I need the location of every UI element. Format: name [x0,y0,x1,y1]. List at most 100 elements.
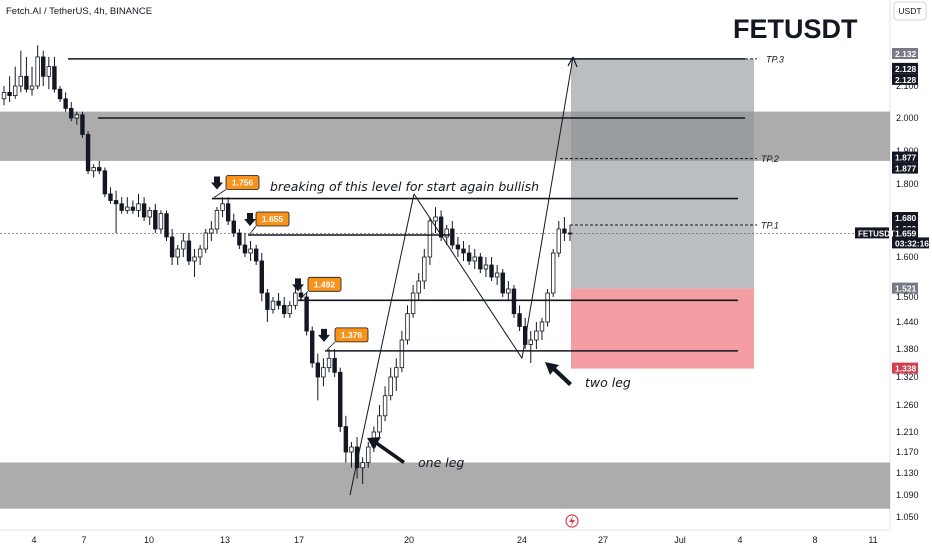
zones-layer [0,58,890,509]
price-axis[interactable]: 2.1002.0001.9001.8001.7001.6001.5001.440… [855,48,929,522]
candle-body [349,446,354,453]
candle-body [24,75,29,90]
leg-arrowhead [567,56,578,68]
candle-body [52,66,57,90]
candle [209,221,214,241]
candle-body [556,228,561,254]
candle-body [444,228,449,238]
candle [343,415,349,463]
candle [153,203,158,233]
price-label-box [892,362,918,374]
candle-body [427,220,433,258]
annotation-two-leg: two leg [585,375,631,390]
candle [41,50,46,86]
candle [433,207,438,233]
candle-body [461,248,466,254]
candle-body [466,252,472,262]
candle [332,349,337,377]
candle [478,253,483,273]
time-axis[interactable]: 4 7 10 13 17 20 24 27 Jul 4 8 11 [31,535,877,545]
candle-body [102,170,108,195]
candle-body [220,203,225,211]
candle [550,249,556,297]
two-leg-pointer-icon [545,362,572,386]
annotation-breaking: breaking of this level for start again b… [270,179,539,194]
candle-body [242,244,248,254]
candle [164,210,169,241]
candle [125,197,130,214]
candle [388,367,393,401]
candle-body [41,56,46,77]
leg-line-up-1 [349,193,415,496]
price-label: 1.659 [895,228,917,238]
drawings-layer: TP.3 TP.2 TP.1 1.756 1.655 1.492 1.376 [68,54,784,496]
candle-body [209,228,214,234]
candle [517,305,522,331]
target-label: TP.2 [761,154,779,164]
candle-body [416,280,421,294]
candle [102,167,108,198]
candle [29,66,35,96]
candles-layer [1,45,573,484]
candle-body [197,248,203,258]
level-tag-label: 1.655 [262,214,284,224]
level-tag-pointer [213,189,227,198]
symbol-tag: FETUSDT [858,229,895,238]
down-arrow-icon [244,213,256,226]
candle-body [354,446,360,469]
candle-body [394,367,399,378]
one-leg-pointer-icon [367,437,405,464]
candle-body [35,56,40,87]
candle [85,131,91,175]
candle [281,297,287,318]
candle-body [80,114,85,135]
candle-body [450,228,455,246]
candle [214,207,220,233]
candle-body [550,252,556,294]
candle [192,249,197,277]
candle-body [18,75,24,87]
resistance-zone [0,111,890,161]
candle [545,289,550,327]
currency-badge[interactable] [893,1,927,21]
candle [562,217,567,241]
price-label: 1.338 [895,364,917,374]
candle [567,225,573,241]
candle-body [270,300,276,310]
candle [259,253,264,302]
candle [416,273,421,302]
price-label-box [892,282,918,294]
candle [539,317,545,340]
candle [69,102,74,122]
time-tick: 4 [737,535,742,545]
candle [169,229,175,265]
level-tag [225,175,260,190]
candle [147,207,152,225]
price-tick: 1.260 [896,400,919,410]
candle-body [63,98,68,109]
leg-line-up-2 [521,56,574,359]
candle-body [562,228,567,234]
candle [427,217,433,265]
candle-body [483,264,489,270]
candle [489,257,494,281]
candle [46,56,52,90]
events-icon[interactable] [565,514,579,528]
candle [349,442,354,468]
candle [181,233,186,257]
price-label-box [892,73,918,85]
candle [113,190,119,233]
price-label-box [892,227,918,239]
price-label: 2.132 [895,49,917,59]
candle-body [175,248,180,258]
candle [534,322,539,349]
candle-body [410,292,416,315]
candle-body [203,232,208,250]
candle-body [506,288,511,294]
candle [119,197,124,214]
candle-body [321,367,326,378]
price-label: 2.128 [895,75,917,85]
down-arrow-icon [318,328,330,342]
time-tick: 7 [81,535,86,545]
